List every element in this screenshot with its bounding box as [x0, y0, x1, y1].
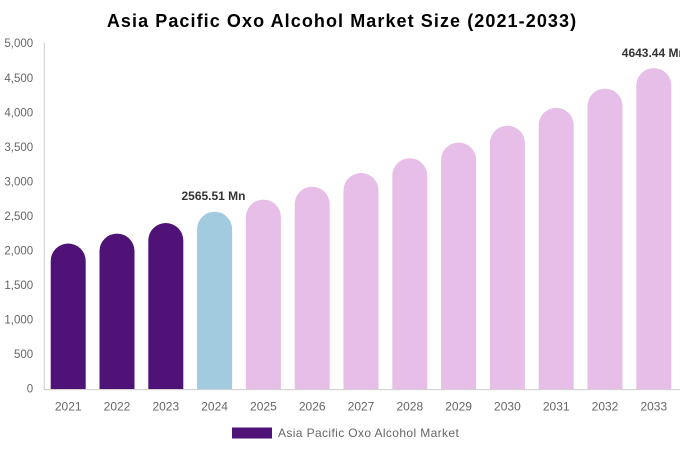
- svg-text:2024: 2024: [201, 400, 228, 414]
- svg-text:Asia Pacific Oxo Alcohol Marke: Asia Pacific Oxo Alcohol Market: [278, 426, 459, 440]
- svg-text:2022: 2022: [104, 400, 131, 414]
- svg-text:1,500: 1,500: [4, 280, 33, 292]
- svg-text:2027: 2027: [348, 400, 375, 414]
- svg-text:2,500: 2,500: [4, 211, 33, 223]
- svg-text:5,000: 5,000: [4, 38, 33, 50]
- svg-text:2021: 2021: [55, 400, 82, 414]
- svg-text:2030: 2030: [494, 400, 521, 414]
- svg-text:2032: 2032: [592, 400, 619, 414]
- svg-text:2029: 2029: [445, 400, 472, 414]
- svg-text:500: 500: [14, 349, 33, 361]
- svg-text:2,000: 2,000: [4, 246, 33, 258]
- svg-text:2028: 2028: [396, 400, 423, 414]
- svg-text:1,000: 1,000: [4, 315, 33, 327]
- svg-text:0: 0: [27, 384, 33, 396]
- svg-text:3,500: 3,500: [4, 142, 33, 154]
- svg-text:2031: 2031: [543, 400, 570, 414]
- svg-text:2565.51 Mn: 2565.51 Mn: [181, 189, 245, 203]
- svg-text:2023: 2023: [152, 400, 179, 414]
- svg-text:4,000: 4,000: [4, 107, 33, 119]
- svg-text:4643.44 Mn: 4643.44 Mn: [622, 46, 680, 60]
- svg-text:2033: 2033: [640, 400, 667, 414]
- svg-text:2025: 2025: [250, 400, 277, 414]
- svg-text:Asia Pacific Oxo Alcohol Marke: Asia Pacific Oxo Alcohol Market Size (20…: [107, 11, 577, 31]
- svg-text:3,000: 3,000: [4, 176, 33, 188]
- svg-text:4,500: 4,500: [4, 73, 33, 85]
- svg-text:2026: 2026: [299, 400, 326, 414]
